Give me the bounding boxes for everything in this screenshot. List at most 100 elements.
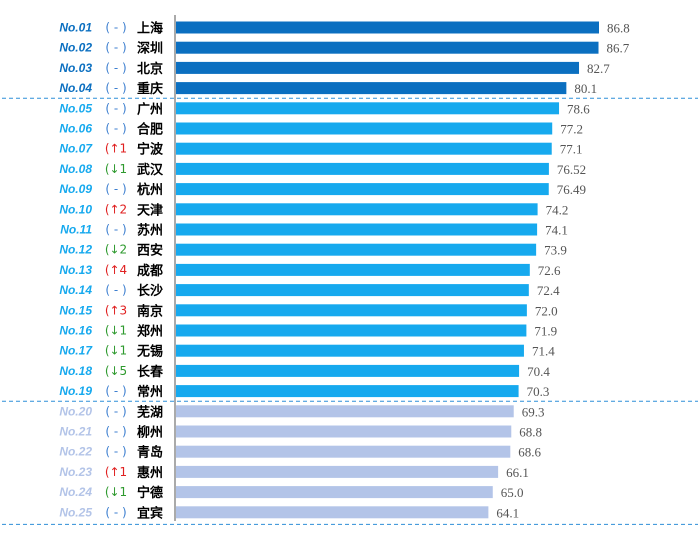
city-label: 杭州 [137, 182, 163, 198]
bar [176, 506, 489, 519]
city-label: 长春 [137, 364, 164, 380]
rank-change: ( - ) [105, 404, 126, 418]
rank-label: No.25 [59, 505, 92, 519]
rank-label: No.05 [59, 101, 92, 115]
value-label: 72.6 [538, 263, 561, 278]
chart-row: No.01 ( - ) 上海 86.8 [59, 21, 629, 37]
city-label: 重庆 [137, 81, 163, 97]
rank-label: No.14 [59, 283, 92, 297]
chart-row: No.16 (↓1 郑州 71.9 [59, 324, 557, 340]
bar [176, 263, 530, 276]
value-label: 68.6 [518, 445, 541, 460]
chart-row: No.08 (↓1 武汉 76.52 [59, 162, 586, 178]
rank-change: (↓1 [105, 324, 127, 338]
bar [176, 122, 553, 135]
city-label: 宁波 [137, 142, 164, 158]
rank-label: No.03 [59, 61, 92, 75]
city-label: 惠州 [137, 465, 163, 481]
value-label: 66.1 [506, 465, 529, 480]
tier-separators [2, 97, 698, 525]
bar [176, 21, 599, 34]
value-label: 74.1 [545, 223, 568, 238]
value-label: 64.1 [496, 505, 519, 520]
bar [176, 344, 524, 357]
rank-change: (↓1 [105, 485, 127, 499]
city-label: 西安 [137, 243, 163, 259]
value-label: 68.8 [519, 425, 542, 440]
value-label: 73.9 [544, 243, 567, 258]
rank-change: ( - ) [105, 81, 126, 95]
chart-row: No.23 (↑1 惠州 66.1 [59, 465, 529, 481]
value-label: 70.3 [527, 384, 550, 399]
rank-label: No.06 [59, 122, 92, 136]
city-label: 宁德 [137, 485, 163, 501]
bar [176, 41, 599, 54]
value-label: 77.1 [560, 142, 583, 157]
city-label: 青岛 [137, 445, 163, 461]
rank-label: No.10 [59, 202, 92, 216]
rank-label: No.17 [59, 344, 93, 358]
value-label: 86.8 [607, 21, 630, 36]
bar [176, 61, 580, 74]
bar [176, 142, 552, 155]
chart-row: No.25 ( - ) 宜宾 64.1 [59, 505, 519, 521]
rank-change: ( - ) [105, 101, 126, 115]
bar [176, 364, 520, 377]
value-label: 65.0 [501, 485, 524, 500]
city-label: 天津 [137, 202, 163, 218]
rank-label: No.15 [59, 303, 92, 317]
city-label: 郑州 [137, 324, 163, 340]
chart-row: No.18 (↓5 长春 70.4 [59, 364, 550, 380]
chart-row: No.10 (↑2 天津 74.2 [59, 202, 568, 218]
rank-change: (↓5 [105, 364, 127, 378]
bar [176, 486, 493, 499]
bar [176, 102, 560, 115]
value-label: 76.49 [557, 182, 586, 197]
chart-row: No.22 ( - ) 青岛 68.6 [59, 445, 541, 461]
chart-row: No.15 (↑3 南京 72.0 [59, 303, 557, 319]
city-label: 合肥 [137, 122, 163, 138]
chart-row: No.03 ( - ) 北京 82.7 [59, 61, 610, 77]
city-label: 长沙 [137, 283, 163, 299]
rank-change: (↑1 [105, 142, 127, 156]
rank-label: No.07 [59, 142, 93, 156]
value-label: 77.2 [560, 122, 583, 137]
value-label: 78.6 [567, 101, 590, 116]
chart-row: No.02 ( - ) 深圳 86.7 [59, 41, 629, 57]
city-label: 北京 [137, 61, 163, 77]
city-label: 柳州 [137, 425, 163, 441]
rank-change: (↑3 [105, 303, 127, 317]
rank-change: ( - ) [105, 505, 126, 519]
rank-change: (↑1 [105, 465, 127, 479]
rank-label: No.24 [59, 485, 92, 499]
bar [176, 445, 511, 458]
rank-label: No.11 [60, 223, 92, 237]
city-label: 常州 [137, 384, 163, 400]
rank-label: No.22 [59, 445, 92, 459]
value-label: 86.7 [607, 41, 630, 56]
city-label: 苏州 [137, 223, 163, 239]
rank-label: No.18 [59, 364, 92, 378]
rank-change: (↑4 [105, 263, 127, 277]
chart-row: No.06 ( - ) 合肥 77.2 [59, 122, 583, 138]
rank-label: No.02 [59, 41, 92, 55]
rank-change: ( - ) [105, 425, 126, 439]
chart-row: No.17 (↓1 无锡 71.4 [59, 344, 555, 360]
city-label: 芜湖 [137, 404, 163, 420]
rank-label: No.08 [59, 162, 92, 176]
bar [176, 425, 512, 438]
city-label: 宜宾 [137, 505, 163, 521]
rank-label: No.23 [59, 465, 92, 479]
value-label: 70.4 [527, 364, 550, 379]
bar [176, 203, 538, 216]
chart-row: No.05 ( - ) 广州 78.6 [59, 101, 590, 117]
rank-label: No.12 [59, 243, 92, 257]
rank-change: ( - ) [105, 445, 126, 459]
rank-label: No.01 [59, 21, 92, 35]
value-label: 80.1 [574, 81, 597, 96]
chart-rows: No.01 ( - ) 上海 86.8 No.02 ( - ) 深圳 86.7 No.03 ( -… [59, 21, 629, 522]
rank-change: ( - ) [105, 283, 126, 297]
rank-label: No.13 [59, 263, 92, 277]
bar [176, 183, 549, 196]
